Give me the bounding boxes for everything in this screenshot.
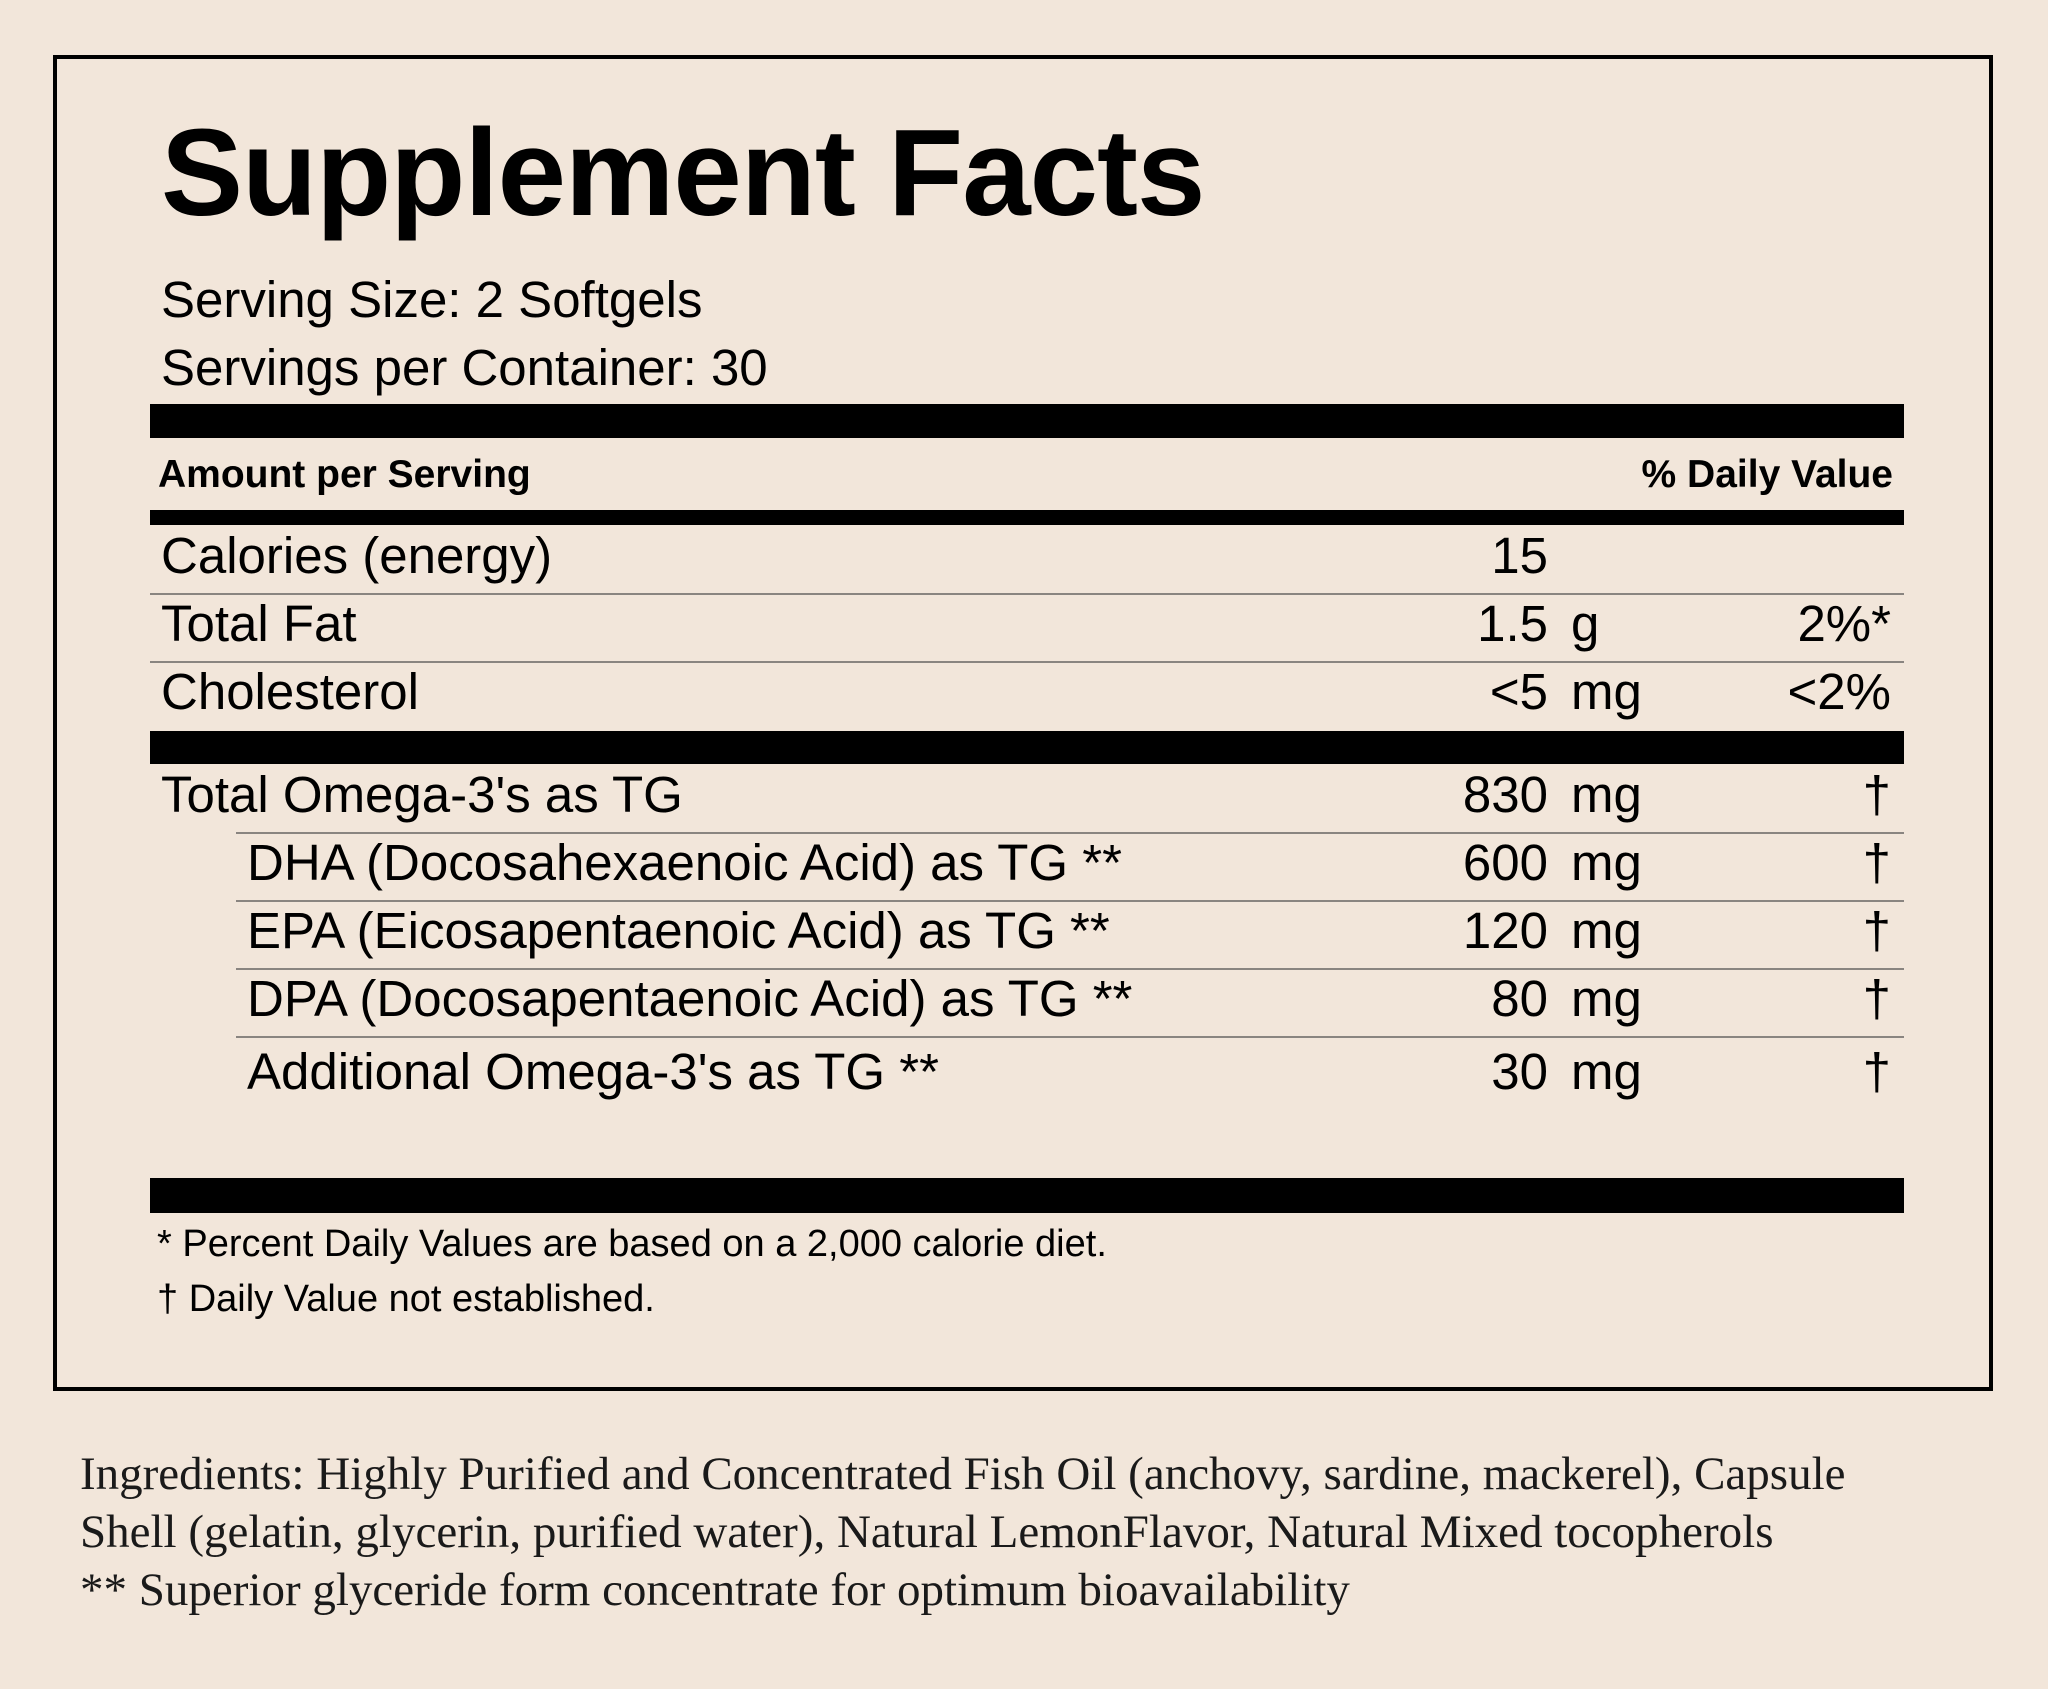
servings-per-container: Servings per Container: 30 [161, 339, 768, 396]
nutrient-row-calories: Calories (energy) 15 [0, 530, 2048, 594]
nutrient-daily-value: † [1862, 902, 1891, 959]
serving-size: Serving Size: 2 Softgels [161, 271, 703, 328]
nutrient-name: DPA (Docosapentaenoic Acid) as TG ** [247, 970, 1133, 1027]
nutrient-unit: mg [1571, 834, 1642, 891]
footnote-daily-values: * Percent Daily Values are based on a 2,… [157, 1223, 1107, 1265]
nutrient-amount: 120 [1462, 902, 1548, 959]
row-divider [236, 1036, 1904, 1038]
label-title: Supplement Facts [161, 105, 1205, 242]
header-daily-value: % Daily Value [1641, 453, 1893, 496]
row-divider [236, 968, 1904, 970]
nutrient-unit: mg [1571, 902, 1642, 959]
nutrient-amount: 600 [1462, 834, 1548, 891]
nutrient-amount: 30 [1491, 1043, 1548, 1100]
thick-divider-middle [150, 731, 1904, 764]
row-divider [150, 593, 1904, 595]
ingredients-note: ** Superior glyceride form concentrate f… [80, 1564, 1350, 1616]
nutrient-name: Additional Omega-3's as TG ** [247, 1043, 939, 1100]
row-divider [236, 900, 1904, 902]
thick-divider-bottom [150, 1178, 1904, 1213]
nutrient-row-cholesterol: Cholesterol <5 mg <2% [0, 666, 2048, 730]
nutrient-name: DHA (Docosahexaenoic Acid) as TG ** [247, 834, 1122, 891]
nutrient-unit: g [1571, 595, 1600, 652]
nutrient-daily-value: † [1862, 970, 1891, 1027]
supplement-facts-panel [53, 55, 1993, 1391]
nutrient-unit: mg [1571, 766, 1642, 823]
nutrient-unit: mg [1571, 970, 1642, 1027]
nutrient-daily-value: 2%* [1797, 595, 1891, 652]
nutrient-name: Total Fat [161, 595, 357, 652]
nutrient-row-dpa: DPA (Docosapentaenoic Acid) as TG ** 80 … [0, 973, 2048, 1037]
nutrient-daily-value: † [1862, 766, 1891, 823]
nutrient-unit: mg [1571, 663, 1642, 720]
nutrient-row-dha: DHA (Docosahexaenoic Acid) as TG ** 600 … [0, 837, 2048, 901]
thick-divider-top [150, 404, 1904, 438]
header-amount-per-serving: Amount per Serving [158, 453, 531, 496]
row-divider [236, 832, 1904, 834]
ingredients-line: Shell (gelatin, glycerin, purified water… [80, 1506, 1774, 1558]
ingredients-line: Ingredients: Highly Purified and Concent… [80, 1448, 1846, 1500]
nutrient-name: Cholesterol [161, 663, 419, 720]
medium-divider [150, 510, 1904, 525]
row-divider [150, 661, 1904, 663]
nutrient-daily-value: † [1862, 1043, 1891, 1100]
nutrient-amount: 15 [1491, 527, 1548, 584]
nutrient-unit: mg [1571, 1043, 1642, 1100]
nutrient-amount: 1.5 [1477, 595, 1548, 652]
nutrient-name: EPA (Eicosapentaenoic Acid) as TG ** [247, 902, 1110, 959]
nutrient-amount: 80 [1491, 970, 1548, 1027]
nutrient-amount: 830 [1462, 766, 1548, 823]
nutrient-daily-value: † [1862, 834, 1891, 891]
nutrient-row-additional-omega-3: Additional Omega-3's as TG ** 30 mg † [0, 1046, 2048, 1110]
ingredients-text: Ingredients: Highly Purified and Concent… [80, 1445, 2020, 1619]
nutrient-name: Total Omega-3's as TG [161, 766, 683, 823]
nutrient-name: Calories (energy) [161, 527, 553, 584]
footnote-dagger: † Daily Value not established. [157, 1278, 655, 1320]
nutrient-daily-value: <2% [1787, 663, 1892, 720]
nutrient-row-epa: EPA (Eicosapentaenoic Acid) as TG ** 120… [0, 905, 2048, 969]
nutrient-amount: <5 [1489, 663, 1548, 720]
nutrient-row-total-omega-3: Total Omega-3's as TG 830 mg † [0, 769, 2048, 833]
nutrient-row-total-fat: Total Fat 1.5 g 2%* [0, 598, 2048, 662]
